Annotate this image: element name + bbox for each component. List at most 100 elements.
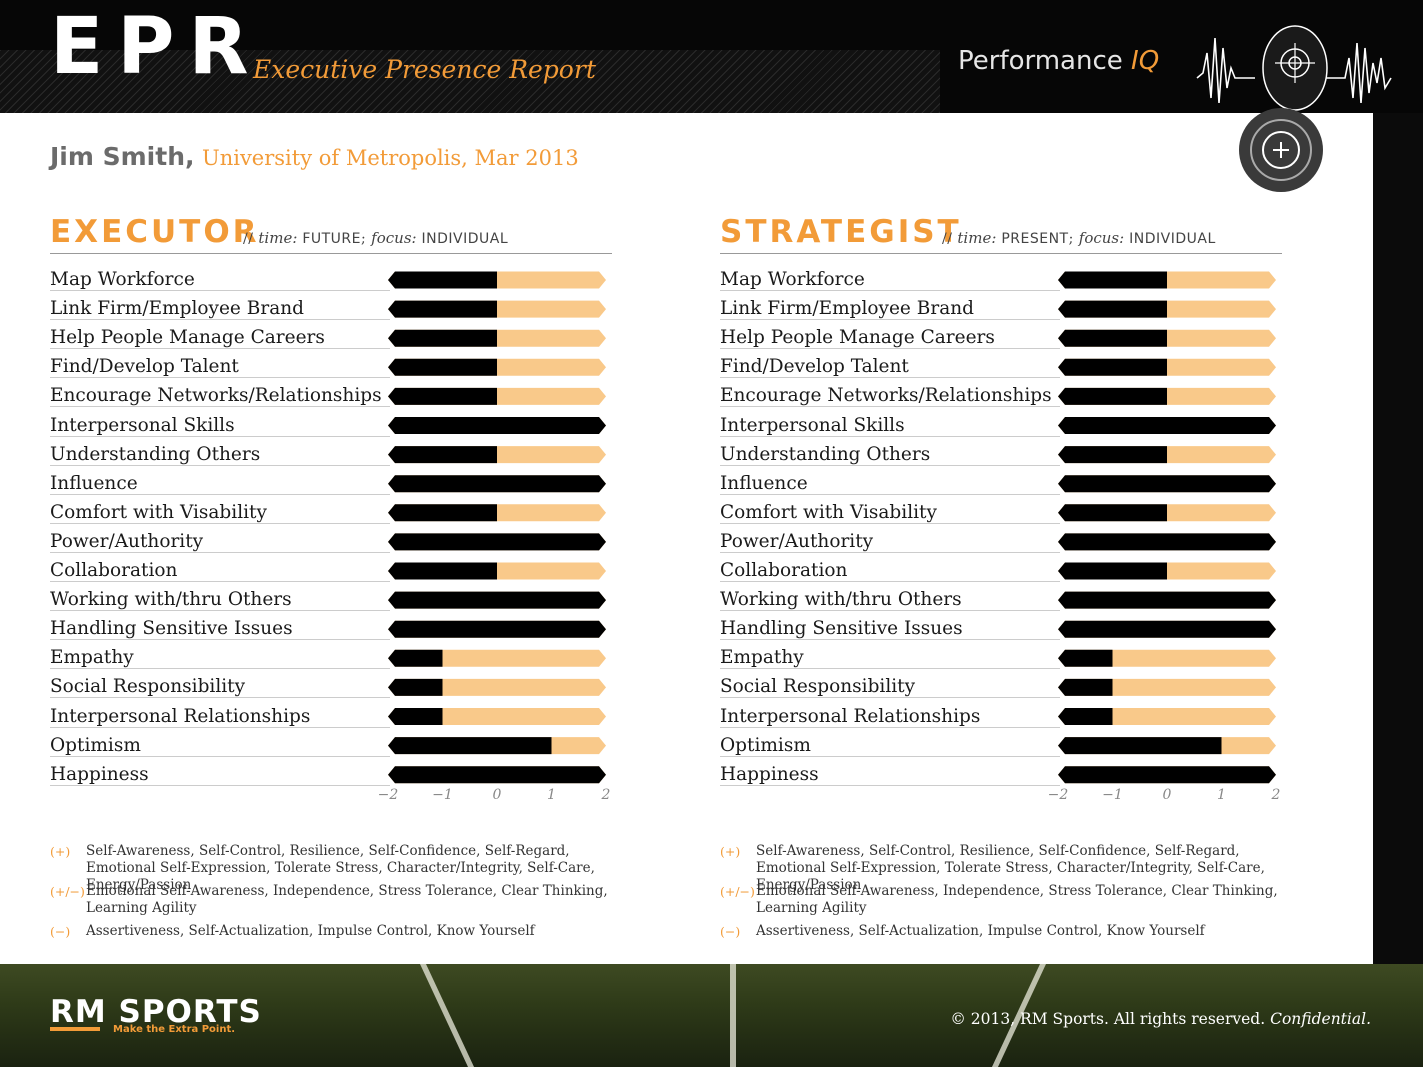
row-label: Find/Develop Talent <box>50 356 239 378</box>
bar-help-people-manage-careers <box>388 329 497 347</box>
legend-text: Assertiveness, Self-Actualization, Impul… <box>756 923 1205 939</box>
bar-comfort-with-visability <box>1058 504 1167 522</box>
bar-working-with-thru-others <box>388 591 606 609</box>
row-rule <box>720 551 1060 553</box>
row-rule <box>720 493 1060 495</box>
bar-power-authority <box>1058 533 1276 551</box>
row-rule <box>720 435 1060 437</box>
rm-sports-logo: RM SPORTS <box>50 994 262 1030</box>
panel-tag-focus-label: focus: <box>1078 229 1125 247</box>
bar-optimism <box>388 737 552 755</box>
rm-sports-logo-bar <box>50 1027 100 1031</box>
x-tick-label: 0 <box>492 787 502 803</box>
row-rule <box>50 726 390 728</box>
bar-link-firm-employee-brand <box>1058 300 1167 318</box>
bar-interpersonal-skills <box>388 417 606 434</box>
target-badge-icon <box>1239 108 1323 192</box>
x-tick-label: −2 <box>377 787 399 803</box>
panel-title: STRATEGIST <box>720 214 962 250</box>
bar-understanding-others <box>388 446 497 464</box>
row-label: Comfort with Visability <box>50 501 267 523</box>
bar-comfort-with-visability <box>388 504 497 522</box>
bar-handling-sensitive-issues <box>388 620 606 638</box>
panel-tag-time-label: time: <box>957 229 997 247</box>
waveform-head-icon <box>1196 25 1392 111</box>
bar-empathy <box>388 649 443 667</box>
panel-rule <box>720 253 1282 254</box>
row-label: Handling Sensitive Issues <box>720 618 963 640</box>
row-label: Encourage Networks/Relationships <box>50 385 382 407</box>
row-rule <box>50 319 390 321</box>
row-rule <box>50 551 390 553</box>
row-label: Influence <box>720 472 808 494</box>
bar-happiness <box>388 766 606 784</box>
bar-encourage-networks-relationships <box>388 387 497 405</box>
row-label: Interpersonal Relationships <box>50 705 311 727</box>
row-label: Collaboration <box>720 560 848 581</box>
legend-text: Emotional Self-Awareness, Independence, … <box>86 883 608 916</box>
panel-tag: // time: FUTURE; focus: INDIVIDUAL <box>243 229 508 247</box>
row-label: Understanding Others <box>720 443 931 465</box>
row-rule <box>720 464 1060 466</box>
bar-social-responsibility <box>1058 678 1113 696</box>
bar-collaboration <box>1058 562 1167 580</box>
row-rule <box>720 581 1060 582</box>
person-name: Jim Smith, <box>50 142 195 171</box>
row-label: Encourage Networks/Relationships <box>720 385 1052 407</box>
x-tick-label: 1 <box>1217 787 1226 803</box>
row-rule <box>720 522 1060 524</box>
bar-influence <box>1058 475 1276 493</box>
bar-interpersonal-skills <box>1058 417 1276 434</box>
row-rule <box>720 755 1060 757</box>
panel-tag-focus-label: focus: <box>371 229 417 247</box>
row-rule <box>50 639 390 641</box>
row-rule <box>720 348 1060 350</box>
row-label: Link Firm/Employee Brand <box>720 298 974 320</box>
bar-influence <box>388 475 606 493</box>
row-label: Optimism <box>50 734 141 756</box>
legend-mark: (+/−) <box>720 884 755 899</box>
row-label: Help People Manage Careers <box>720 327 995 349</box>
row-rule <box>720 697 1060 699</box>
row-rule <box>50 697 390 699</box>
row-rule <box>50 755 390 757</box>
legend-text: Self-Awareness, Self-Control, Resilience… <box>756 843 1265 893</box>
x-tick-label: −1 <box>1102 787 1123 803</box>
row-label: Map Workforce <box>720 269 865 290</box>
legend-mark: (+/−) <box>50 884 85 899</box>
x-tick-label: 0 <box>1162 787 1172 803</box>
panel-tag-time-value: PRESENT <box>996 231 1069 247</box>
row-label: Interpersonal Skills <box>720 414 905 436</box>
row-label: Power/Authority <box>50 530 204 552</box>
row-label: Find/Develop Talent <box>720 356 909 378</box>
row-rule <box>50 610 390 612</box>
legend-mark: (+) <box>720 844 741 859</box>
legend-mark: (+) <box>50 844 71 859</box>
bar-chart <box>1058 271 1276 784</box>
legend-mark: (−) <box>720 924 741 939</box>
legend-text: Self-Awareness, Self-Control, Resilience… <box>86 843 595 893</box>
row-label: Empathy <box>720 647 804 669</box>
header-bar: EPR Executive Presence Report Performanc… <box>0 0 1423 113</box>
row-rule <box>50 377 390 379</box>
panel-tag-time-value: FUTURE <box>297 231 361 247</box>
panel-tag-sep: ; <box>361 231 372 247</box>
bar-understanding-others <box>1058 446 1167 464</box>
panel-tag-focus-value: INDIVIDUAL <box>1124 231 1216 247</box>
row-rule <box>50 784 390 786</box>
row-rule <box>50 493 390 495</box>
bar-power-authority <box>388 533 606 551</box>
row-rule <box>720 406 1060 408</box>
x-tick-label: 2 <box>1271 787 1281 803</box>
bar-handling-sensitive-issues <box>1058 620 1276 638</box>
copyright: © 2013, RM Sports. All rights reserved. … <box>950 1010 1371 1028</box>
panel-tag-focus-value: INDIVIDUAL <box>416 231 509 247</box>
row-label: Link Firm/Employee Brand <box>50 298 304 320</box>
row-label: Map Workforce <box>50 269 195 290</box>
bar-map-workforce <box>388 271 497 289</box>
row-label: Happiness <box>720 763 819 785</box>
row-label: Interpersonal Relationships <box>720 705 981 727</box>
row-rule <box>720 290 1060 291</box>
panel-tag-time-label: time: <box>258 229 298 247</box>
row-label: Collaboration <box>50 560 178 581</box>
